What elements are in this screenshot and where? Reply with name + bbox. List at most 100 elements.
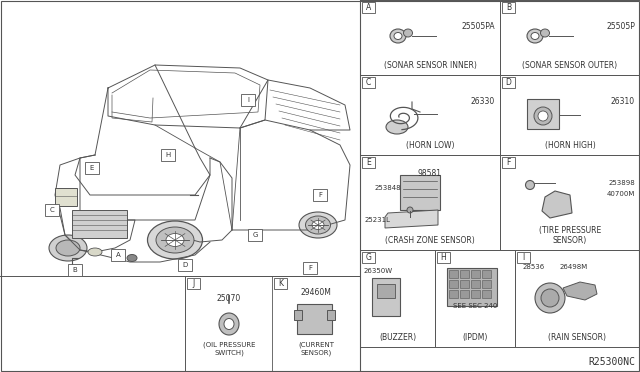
Bar: [400, 175, 440, 210]
Text: F: F: [318, 192, 322, 198]
Bar: [502, 2, 515, 13]
Bar: [447, 268, 497, 306]
Bar: [362, 252, 375, 263]
FancyBboxPatch shape: [248, 229, 262, 241]
FancyBboxPatch shape: [161, 149, 175, 161]
Bar: [360, 250, 435, 347]
Bar: [482, 290, 491, 298]
Text: (IPDM): (IPDM): [462, 333, 488, 342]
Text: R25300NC: R25300NC: [588, 357, 635, 367]
Bar: [449, 280, 458, 288]
Bar: [482, 280, 491, 288]
Ellipse shape: [299, 212, 337, 238]
Bar: [517, 252, 530, 263]
FancyBboxPatch shape: [111, 249, 125, 261]
Text: B: B: [506, 3, 511, 12]
Ellipse shape: [535, 283, 565, 313]
Bar: [482, 270, 491, 278]
FancyBboxPatch shape: [241, 94, 255, 106]
Bar: [449, 290, 458, 298]
FancyBboxPatch shape: [178, 259, 192, 271]
Text: (TIRE PRESSURE
SENSOR): (TIRE PRESSURE SENSOR): [539, 225, 601, 245]
Text: F: F: [506, 158, 511, 167]
FancyBboxPatch shape: [85, 162, 99, 174]
Text: (OIL PRESSURE
SWITCH): (OIL PRESSURE SWITCH): [203, 342, 255, 356]
FancyBboxPatch shape: [45, 204, 59, 216]
Text: 40700M: 40700M: [607, 191, 635, 197]
Text: E: E: [366, 158, 371, 167]
Text: I: I: [247, 97, 249, 103]
Ellipse shape: [541, 289, 559, 307]
Ellipse shape: [49, 235, 87, 261]
Ellipse shape: [403, 29, 413, 37]
Ellipse shape: [127, 254, 137, 262]
Ellipse shape: [525, 180, 534, 189]
Ellipse shape: [394, 32, 402, 39]
Text: H: H: [165, 152, 171, 158]
Text: I: I: [522, 253, 525, 262]
Text: 253898: 253898: [608, 180, 635, 186]
Text: 98581: 98581: [418, 169, 442, 178]
Bar: [274, 278, 287, 289]
Text: C: C: [366, 78, 371, 87]
Text: J: J: [193, 279, 195, 288]
Bar: [377, 284, 395, 298]
Bar: [460, 270, 469, 278]
Text: G: G: [252, 232, 258, 238]
Text: (CRASH ZONE SENSOR): (CRASH ZONE SENSOR): [385, 236, 475, 245]
Text: B: B: [72, 267, 77, 273]
Text: 26310: 26310: [611, 97, 635, 106]
Bar: [471, 270, 480, 278]
Ellipse shape: [147, 221, 202, 259]
Ellipse shape: [88, 248, 102, 256]
Text: (HORN LOW): (HORN LOW): [406, 141, 454, 150]
Bar: [500, 0, 640, 75]
Text: SEE SEC 240: SEE SEC 240: [453, 303, 497, 309]
Ellipse shape: [386, 120, 408, 134]
Text: (CURRENT
SENSOR): (CURRENT SENSOR): [298, 342, 334, 356]
Bar: [72, 210, 127, 238]
Bar: [327, 310, 335, 320]
Text: (SONAR SENSOR INNER): (SONAR SENSOR INNER): [383, 61, 476, 70]
Ellipse shape: [224, 318, 234, 330]
Bar: [500, 155, 640, 250]
Bar: [372, 278, 400, 316]
FancyBboxPatch shape: [303, 262, 317, 274]
Ellipse shape: [166, 234, 184, 247]
Bar: [460, 290, 469, 298]
Bar: [471, 280, 480, 288]
Text: 26350W: 26350W: [364, 268, 393, 274]
Ellipse shape: [534, 107, 552, 125]
Polygon shape: [385, 210, 438, 228]
Text: H: H: [440, 253, 446, 262]
Text: A: A: [366, 3, 371, 12]
Text: C: C: [50, 207, 54, 213]
Text: 29460M: 29460M: [301, 288, 332, 297]
Bar: [449, 270, 458, 278]
Ellipse shape: [390, 29, 406, 43]
Text: 25070: 25070: [217, 294, 241, 303]
Bar: [515, 250, 640, 347]
Text: F: F: [308, 265, 312, 271]
Text: (RAIN SENSOR): (RAIN SENSOR): [548, 333, 607, 342]
Ellipse shape: [541, 29, 550, 37]
Polygon shape: [542, 191, 572, 218]
Ellipse shape: [56, 240, 80, 256]
Bar: [362, 2, 375, 13]
Text: (BUZZER): (BUZZER): [379, 333, 416, 342]
Bar: [435, 250, 515, 347]
Ellipse shape: [538, 111, 548, 121]
Text: 26330: 26330: [471, 97, 495, 106]
Ellipse shape: [305, 216, 330, 234]
Text: A: A: [116, 252, 120, 258]
Text: 25505PA: 25505PA: [461, 22, 495, 31]
Text: 26498M: 26498M: [560, 264, 588, 270]
Text: 28536: 28536: [523, 264, 545, 270]
Bar: [362, 77, 375, 88]
Bar: [362, 157, 375, 168]
Bar: [360, 155, 500, 250]
Bar: [502, 157, 515, 168]
Bar: [187, 278, 200, 289]
Bar: [360, 0, 500, 75]
FancyBboxPatch shape: [68, 264, 82, 276]
